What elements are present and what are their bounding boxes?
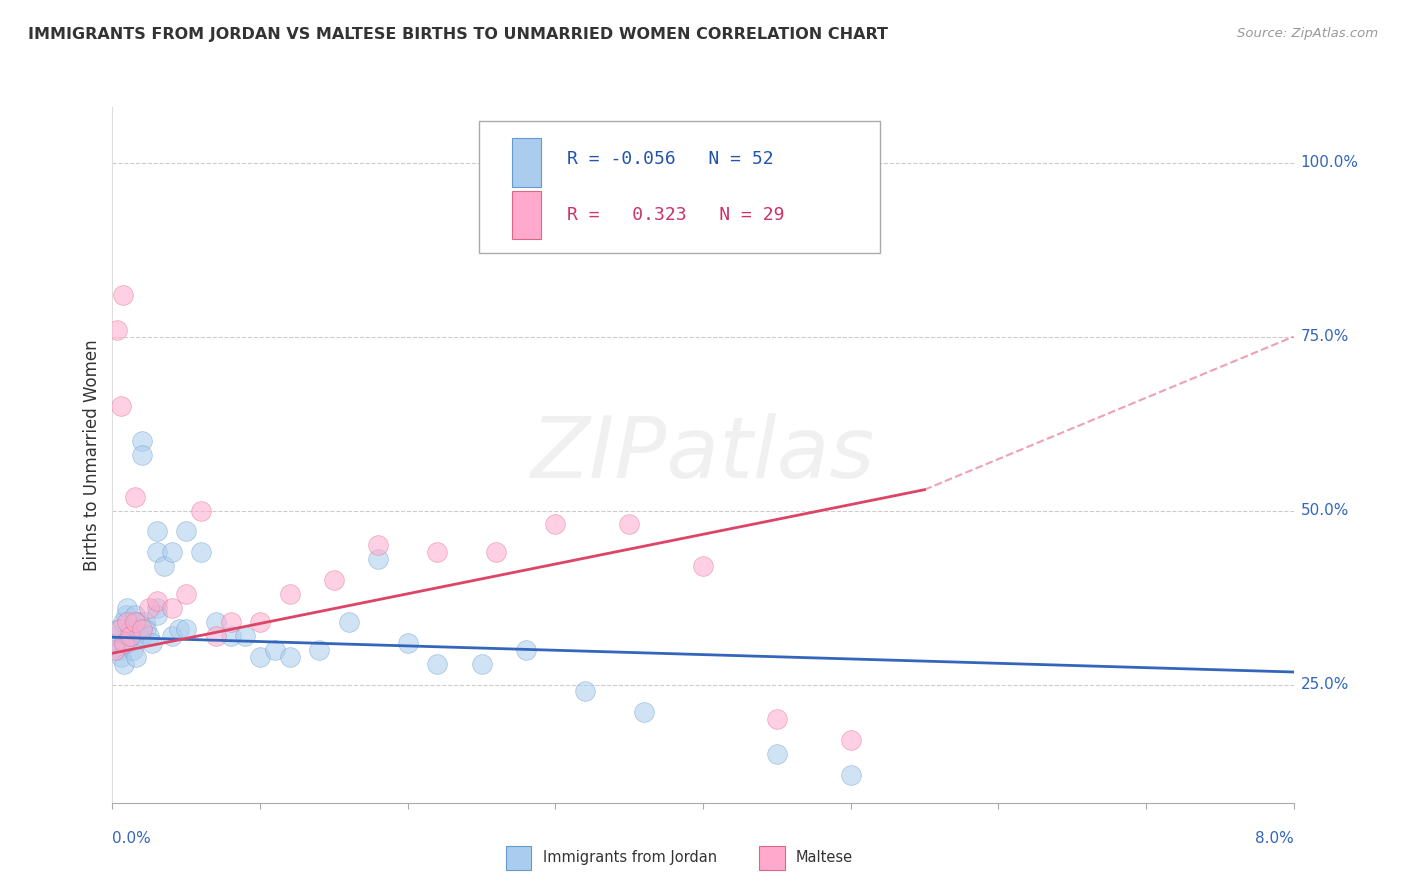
- Point: [105, 636, 128, 650]
- Point: [249, 615, 271, 629]
- Point: [233, 629, 256, 643]
- Point: [367, 538, 389, 552]
- Point: [190, 503, 212, 517]
- Point: [128, 622, 150, 636]
- Point: [117, 615, 138, 629]
- Point: [367, 552, 389, 566]
- Point: [125, 649, 148, 664]
- Point: [337, 615, 360, 629]
- Point: [111, 288, 134, 302]
- Point: [105, 323, 128, 337]
- Point: [110, 399, 132, 413]
- Point: [765, 747, 787, 761]
- Point: [110, 649, 132, 664]
- Point: [205, 629, 228, 643]
- Point: [108, 642, 131, 657]
- Point: [146, 594, 169, 608]
- FancyBboxPatch shape: [478, 121, 880, 253]
- Text: 100.0%: 100.0%: [1301, 155, 1358, 170]
- Point: [138, 601, 160, 615]
- Point: [160, 601, 183, 615]
- Point: [278, 587, 301, 601]
- Text: Immigrants from Jordan: Immigrants from Jordan: [543, 850, 717, 865]
- Point: [131, 622, 153, 636]
- Point: [219, 629, 242, 643]
- Point: [160, 545, 183, 559]
- Text: 8.0%: 8.0%: [1254, 830, 1294, 846]
- Point: [124, 607, 146, 622]
- Point: [120, 622, 142, 636]
- Point: [124, 615, 146, 629]
- Point: [146, 524, 169, 539]
- Point: [104, 629, 127, 643]
- Point: [146, 545, 169, 559]
- Point: [485, 545, 508, 559]
- Point: [135, 622, 157, 636]
- Text: ZIPatlas: ZIPatlas: [531, 413, 875, 497]
- Point: [692, 559, 714, 574]
- Point: [426, 545, 449, 559]
- Point: [104, 642, 127, 657]
- Text: IMMIGRANTS FROM JORDAN VS MALTESE BIRTHS TO UNMARRIED WOMEN CORRELATION CHART: IMMIGRANTS FROM JORDAN VS MALTESE BIRTHS…: [28, 27, 889, 42]
- Point: [249, 649, 271, 664]
- Point: [323, 573, 346, 587]
- Point: [174, 524, 197, 539]
- Point: [396, 636, 419, 650]
- Text: 25.0%: 25.0%: [1301, 677, 1348, 692]
- Point: [117, 636, 138, 650]
- Y-axis label: Births to Unmarried Women: Births to Unmarried Women: [83, 339, 101, 571]
- Point: [141, 636, 163, 650]
- Text: 0.0%: 0.0%: [112, 830, 152, 846]
- Point: [264, 642, 287, 657]
- Point: [121, 629, 143, 643]
- Point: [108, 622, 131, 636]
- Point: [111, 615, 134, 629]
- Point: [190, 545, 212, 559]
- Point: [174, 587, 197, 601]
- Point: [765, 712, 787, 726]
- Text: R = -0.056   N = 52: R = -0.056 N = 52: [567, 150, 773, 169]
- Point: [426, 657, 449, 671]
- Point: [114, 607, 136, 622]
- Point: [839, 733, 862, 747]
- Text: 50.0%: 50.0%: [1301, 503, 1348, 518]
- Text: R =   0.323   N = 29: R = 0.323 N = 29: [567, 206, 785, 224]
- Point: [839, 768, 862, 782]
- Point: [544, 517, 567, 532]
- Point: [122, 642, 145, 657]
- Point: [278, 649, 301, 664]
- Point: [138, 629, 160, 643]
- Point: [153, 559, 176, 574]
- Point: [633, 706, 655, 720]
- Point: [146, 607, 169, 622]
- Point: [308, 642, 330, 657]
- Point: [160, 629, 183, 643]
- Text: 75.0%: 75.0%: [1301, 329, 1348, 344]
- Point: [131, 629, 153, 643]
- Point: [174, 622, 197, 636]
- Point: [131, 434, 153, 448]
- Point: [131, 448, 153, 462]
- Point: [120, 629, 142, 643]
- Point: [574, 684, 596, 698]
- Point: [134, 615, 156, 629]
- Point: [127, 615, 149, 629]
- Point: [619, 517, 641, 532]
- Point: [219, 615, 242, 629]
- Text: Maltese: Maltese: [796, 850, 853, 865]
- FancyBboxPatch shape: [512, 138, 541, 187]
- Point: [117, 601, 138, 615]
- Point: [471, 657, 494, 671]
- Point: [167, 622, 190, 636]
- Point: [112, 636, 135, 650]
- Point: [515, 642, 537, 657]
- Point: [107, 622, 129, 636]
- Point: [146, 601, 169, 615]
- Text: Source: ZipAtlas.com: Source: ZipAtlas.com: [1237, 27, 1378, 40]
- Point: [205, 615, 228, 629]
- Point: [124, 490, 146, 504]
- FancyBboxPatch shape: [512, 191, 541, 239]
- Point: [112, 657, 135, 671]
